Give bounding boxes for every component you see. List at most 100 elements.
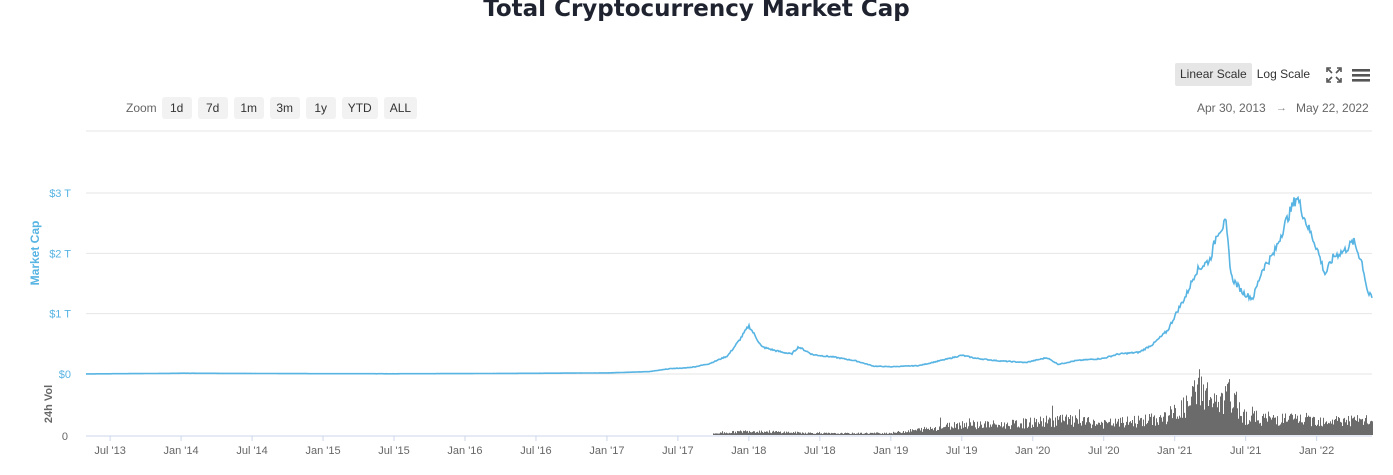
volume-bar — [1081, 425, 1082, 435]
volume-bar — [775, 431, 776, 435]
x-tick-label: Jul '16 — [520, 445, 551, 457]
volume-bar — [959, 422, 960, 435]
volume-bar — [870, 432, 871, 435]
volume-bar — [794, 432, 795, 435]
zoom-7d-button[interactable]: 7d — [197, 97, 228, 119]
volume-bar — [984, 423, 985, 435]
fullscreen-icon[interactable] — [1326, 67, 1342, 83]
zoom-1d-button[interactable]: 1d — [161, 97, 192, 119]
volume-bar — [1063, 420, 1064, 435]
volume-bar — [762, 432, 763, 435]
volume-bar — [1056, 425, 1057, 435]
volume-bar — [1035, 422, 1036, 435]
volume-bar — [841, 432, 842, 435]
volume-bar — [1019, 427, 1020, 435]
volume-bar — [787, 432, 788, 435]
volume-bar — [1108, 422, 1109, 435]
zoom-1m-button[interactable]: 1m — [233, 97, 264, 119]
volume-bar — [863, 433, 864, 435]
volume-bar — [1205, 390, 1206, 435]
volume-bar — [731, 433, 732, 435]
zoom-3m-button[interactable]: 3m — [269, 97, 300, 119]
volume-bar — [1211, 398, 1212, 435]
x-tick-label: Jul '13 — [94, 445, 125, 457]
volume-bar — [1101, 421, 1102, 435]
volume-bar — [1074, 422, 1075, 435]
range-to[interactable]: May 22, 2022 — [1296, 101, 1369, 115]
volume-bar — [1193, 386, 1194, 435]
volume-bar — [1279, 425, 1280, 435]
volume-bar — [854, 433, 855, 435]
volume-bar — [1049, 417, 1050, 435]
volume-bar — [972, 425, 973, 435]
volume-bar — [1142, 426, 1143, 435]
volume-bar — [879, 433, 880, 435]
volume-bar — [758, 432, 759, 435]
volume-bar — [868, 433, 869, 435]
volume-bar — [741, 431, 742, 435]
volume-bar — [744, 431, 745, 435]
volume-bar — [928, 428, 929, 435]
volume-bar — [851, 433, 852, 435]
volume-bar — [1058, 419, 1059, 435]
volume-bar — [1234, 393, 1235, 435]
volume-bar — [1134, 415, 1135, 435]
volume-bar — [1111, 425, 1112, 435]
volume-bar — [1282, 413, 1283, 435]
volume-bar — [1319, 426, 1320, 435]
volume-bar — [1044, 426, 1045, 435]
volume-bar — [1294, 418, 1295, 435]
volume-bar — [898, 431, 899, 435]
volume-bar — [1287, 421, 1288, 435]
volume-bar — [1057, 416, 1058, 435]
volume-bar — [770, 432, 771, 435]
volume-bar — [1172, 418, 1173, 435]
volume-bar — [890, 433, 891, 435]
volume-bar — [1064, 421, 1065, 435]
volume-bar — [1079, 409, 1080, 435]
menu-icon[interactable] — [1351, 66, 1371, 84]
volume-bar — [933, 430, 934, 435]
x-tick-label: Jan '17 — [589, 445, 624, 457]
zoom-all-button[interactable]: ALL — [383, 97, 418, 119]
volume-bar — [814, 433, 815, 435]
volume-bar — [1027, 427, 1028, 435]
volume-bar — [1182, 417, 1183, 435]
linear-scale-button[interactable]: Linear Scale — [1175, 63, 1252, 86]
volume-bar — [966, 422, 967, 435]
volume-bar — [1312, 417, 1313, 435]
volume-bar — [1135, 423, 1136, 435]
volume-bar — [1329, 423, 1330, 435]
volume-bar — [1021, 423, 1022, 435]
volume-bar — [960, 425, 961, 435]
volume-bar — [809, 432, 810, 435]
volume-bar — [1161, 417, 1162, 435]
volume-bar — [864, 433, 865, 435]
volume-bar — [797, 431, 798, 435]
range-from[interactable]: Apr 30, 2013 — [1197, 101, 1266, 115]
volume-bar — [951, 426, 952, 435]
volume-bar — [891, 433, 892, 435]
volume-bar — [1054, 427, 1055, 435]
volume-bar — [965, 427, 966, 435]
volume-bar — [1200, 405, 1201, 435]
volume-bar — [1066, 414, 1067, 435]
volume-bar — [1037, 426, 1038, 435]
volume-bar — [1006, 424, 1007, 435]
volume-bar — [1130, 421, 1131, 435]
volume-bar — [1303, 424, 1304, 435]
volume-bar — [1043, 418, 1044, 435]
volume-bar — [1338, 417, 1339, 435]
market-cap-line[interactable] — [86, 195, 1373, 375]
zoom-1y-button[interactable]: 1y — [305, 97, 336, 119]
volume-bar — [867, 433, 868, 435]
volume-bar — [1159, 417, 1160, 435]
volume-bar — [918, 428, 919, 435]
volume-bar — [820, 433, 821, 435]
volume-bar — [939, 426, 940, 435]
volume-bar — [1326, 421, 1327, 435]
zoom-ytd-button[interactable]: YTD — [341, 97, 378, 119]
log-scale-button[interactable]: Log Scale — [1256, 67, 1311, 81]
volume-bar — [774, 432, 775, 435]
volume-bar — [1039, 423, 1040, 435]
